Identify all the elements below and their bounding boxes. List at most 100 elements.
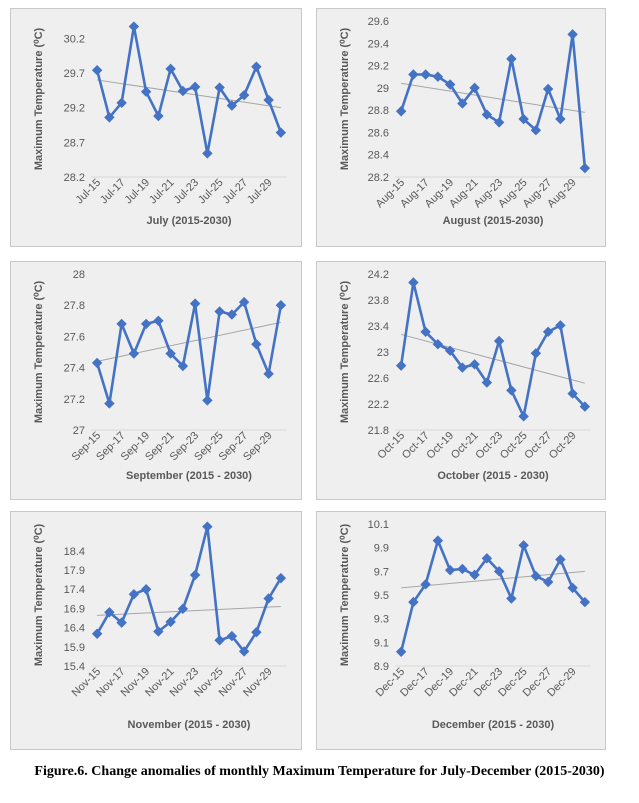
data-point <box>177 603 189 615</box>
trendline <box>97 321 281 362</box>
y-tick-label: 17.9 <box>64 565 85 577</box>
y-axis-title: Maximum Temperature (⁰C) <box>339 27 351 170</box>
data-point <box>408 69 419 80</box>
data-point <box>481 377 493 388</box>
data-point <box>493 117 505 128</box>
data-point <box>506 593 517 604</box>
data-point <box>263 593 274 604</box>
data-point <box>189 81 201 93</box>
data-point <box>214 306 225 317</box>
x-axis-title: July (2015-2030) <box>147 215 232 227</box>
data-point <box>530 348 542 359</box>
data-point <box>518 411 529 422</box>
chart-panel-november: 15.4 15.9 16.4 16.9 17.4 17.9 18.4 Nov-15 Nov-17… <box>10 511 302 750</box>
data-point <box>518 113 529 125</box>
data-point <box>518 540 529 551</box>
chart-panel-october: 21.8 22.2 22.6 23 23.4 23.8 24.2 Oct-15 Oct-17 Oc… <box>316 261 606 500</box>
y-axis-title: Maximum Temperature (⁰C) <box>339 280 351 423</box>
data-point <box>104 607 115 618</box>
data-point <box>214 635 225 646</box>
data-point <box>579 162 591 174</box>
y-tick-label: 9.9 <box>374 543 389 555</box>
data-point <box>128 589 140 600</box>
x-tick-label: Jul-21 <box>147 177 177 207</box>
series-line <box>399 281 586 418</box>
y-tick-label: 22.2 <box>368 399 389 411</box>
data-point <box>153 110 164 122</box>
data-point <box>153 315 164 327</box>
y-axis-title: Maximum Temperature (⁰C) <box>33 523 45 666</box>
y-tick-label: 28.4 <box>368 150 389 162</box>
data-point <box>202 148 213 159</box>
data-point <box>140 86 152 97</box>
data-point <box>444 564 456 576</box>
data-point <box>140 584 152 595</box>
y-tick-label: 29 <box>377 83 389 95</box>
y-tick-label: 28 <box>73 269 85 281</box>
data-point <box>202 395 213 406</box>
data-point <box>579 596 591 608</box>
y-tick-label: 23.4 <box>368 321 389 333</box>
data-point <box>395 106 407 117</box>
data-point <box>251 338 262 350</box>
y-axis-title: Maximum Temperature (⁰C) <box>33 27 45 170</box>
data-point <box>567 388 578 399</box>
y-tick-label: 16.9 <box>64 603 85 615</box>
data-point <box>226 100 238 111</box>
y-tick-label: 30.2 <box>64 33 85 45</box>
data-point <box>128 348 140 359</box>
data-point <box>481 553 493 564</box>
x-axis-title: November (2015 - 2030) <box>128 719 251 731</box>
y-tick-label: 23.8 <box>368 295 389 307</box>
y-tick-label: 15.4 <box>64 661 85 673</box>
data-point <box>104 112 115 123</box>
data-point <box>444 345 456 356</box>
x-tick-label: Jul-29 <box>245 177 275 207</box>
y-tick-label: 29.7 <box>64 68 85 80</box>
data-point <box>395 360 407 371</box>
y-tick-label: 27.4 <box>64 363 85 375</box>
data-point <box>153 626 164 637</box>
data-point <box>263 94 274 106</box>
chart-september: 2727.227.427.627.828Sep-15Sep-17Sep-19Se… <box>33 269 287 482</box>
data-point <box>91 65 103 76</box>
data-point <box>506 53 517 65</box>
x-tick-label: Jul-23 <box>172 177 202 207</box>
trendline <box>97 606 281 616</box>
x-axis-title: October (2015 - 2030) <box>437 470 549 482</box>
y-tick-label: 10.1 <box>368 519 389 531</box>
y-tick-label: 28.6 <box>368 127 389 139</box>
data-point <box>251 627 262 638</box>
y-tick-label: 8.9 <box>374 661 389 673</box>
x-tick-label: Jul-25 <box>196 177 226 207</box>
data-point <box>493 566 505 577</box>
y-axis-title: Maximum Temperature (⁰C) <box>339 523 351 666</box>
data-point <box>420 69 431 80</box>
chart-panel-september: 27 27.2 27.4 27.6 27.8 28 Sep-15 Sep-17 Sep-19 Se… <box>10 261 302 500</box>
data-point <box>177 85 189 97</box>
data-point <box>104 398 115 409</box>
y-tick-label: 15.9 <box>64 642 85 654</box>
data-point <box>555 554 566 565</box>
data-point <box>165 348 176 359</box>
trendline <box>97 79 281 109</box>
y-axis-title: Maximum Temperature (⁰C) <box>33 280 45 423</box>
data-point <box>493 335 505 347</box>
data-point <box>214 82 225 93</box>
chart-october: 21.822.222.62323.423.824.2Oct-15Oct-17Oc… <box>339 269 591 482</box>
data-point <box>542 576 554 588</box>
data-point <box>408 596 419 608</box>
data-point <box>408 277 419 288</box>
y-tick-label: 29.4 <box>368 38 389 50</box>
data-point <box>432 535 444 546</box>
data-point <box>226 309 238 320</box>
figure-caption: Figure.6. Change anomalies of monthly Ma… <box>34 764 605 779</box>
y-tick-label: 9.3 <box>374 614 389 626</box>
x-tick-label: Jul-19 <box>123 177 153 207</box>
data-point <box>165 63 176 75</box>
data-point <box>444 79 456 90</box>
data-point <box>91 357 103 369</box>
y-tick-label: 23 <box>377 347 389 359</box>
y-tick-label: 16.4 <box>64 623 85 635</box>
x-tick-label: Jul-27 <box>221 177 251 207</box>
